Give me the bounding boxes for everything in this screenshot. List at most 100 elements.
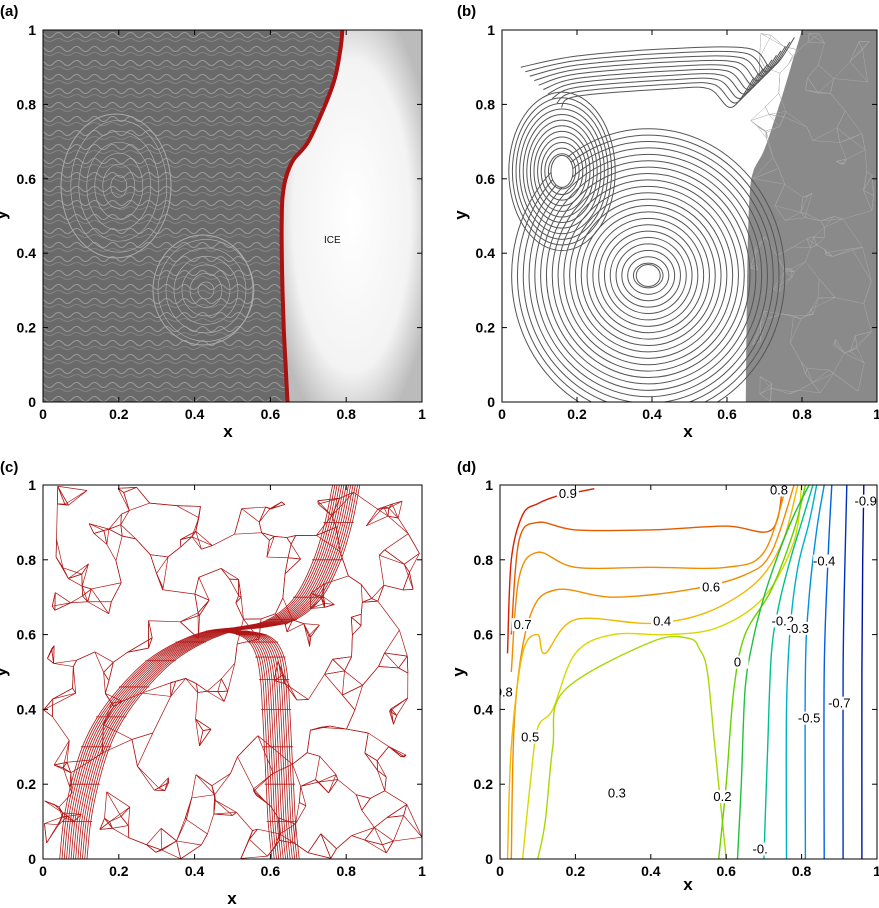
- panel-b-mesh-edge: [750, 114, 770, 121]
- panel-d-contour-label: -0.7: [828, 696, 850, 711]
- panel-c-mesh-edge: [137, 732, 154, 767]
- panel-b-mesh-edge: [812, 369, 830, 383]
- y-tick-label: 0: [485, 851, 493, 867]
- panel-c-mesh-edge: [53, 761, 68, 766]
- panel-c-mesh-edge: [128, 807, 131, 826]
- panel-c-mesh-edge: [104, 818, 113, 829]
- panel-a-flow-ring: [78, 130, 160, 242]
- panel-a-x-ticks: 0 0.2 0.4 0.6 0.8 1: [39, 30, 426, 422]
- y-tick-label: 1: [28, 22, 36, 38]
- panel-c-mesh-edge: [195, 719, 200, 746]
- panel-b-solid-mesh: [750, 33, 874, 402]
- panel-c-refined-mesh-line: [225, 630, 280, 859]
- panel-c-mesh-edge: [137, 766, 155, 791]
- panel-c-mesh-edge: [76, 651, 96, 661]
- panel-d-contour-line: [804, 485, 825, 859]
- panel-b-mesh-edge: [757, 125, 767, 139]
- panel-c-mesh-edge: [51, 648, 54, 664]
- panel-c-mesh-edge: [121, 510, 130, 515]
- panel-c-mesh-edge: [131, 739, 138, 767]
- panel-c-mesh-edge: [70, 595, 83, 604]
- panel-c-mesh-edge: [284, 624, 288, 632]
- panel-c-mesh-edge: [43, 692, 76, 711]
- panel-d: (d) 0.9 0.8-0.90.70.60.4-0.4-0.2-0.30.800…: [449, 459, 879, 894]
- x-tick-label: 0.2: [109, 406, 129, 422]
- panel-a-flow-ring: [173, 256, 239, 325]
- panel-c-mesh-edge: [377, 507, 389, 510]
- panel-c-mesh-edge: [146, 844, 157, 853]
- panel-d-contour-line: [510, 485, 795, 859]
- panel-c-mesh-edge: [87, 588, 92, 602]
- panel-c-mesh-edge: [361, 798, 371, 811]
- panel-b-mesh-edge: [833, 344, 845, 354]
- panel-b-mesh-edge: [805, 213, 807, 218]
- y-tick-label: 0.2: [17, 320, 37, 336]
- panel-b-mesh-edge: [778, 270, 785, 292]
- panel-c-mesh-edge: [377, 585, 385, 602]
- panel-b-mesh-edge: [857, 362, 865, 392]
- x-tick-label: 0.8: [792, 863, 812, 879]
- panel-c-mesh-edge: [342, 684, 363, 696]
- panel-c-mesh-edge: [180, 536, 193, 540]
- panel-c-mesh-edge: [300, 779, 316, 787]
- panel-c-mesh-edge: [176, 505, 200, 518]
- panel-c-mesh-edge: [378, 666, 399, 669]
- panel-c-mesh-edge: [93, 528, 109, 534]
- panel-c-refined-mesh-line: [63, 485, 338, 859]
- panel-b-mesh-edge: [790, 268, 795, 272]
- panel-b-mesh-edge: [807, 193, 813, 197]
- panel-c-mesh-edge: [397, 501, 403, 519]
- panel-b-mesh-edge: [812, 127, 838, 141]
- panel-b-mesh-edge: [836, 161, 842, 165]
- y-tick-label: 0: [487, 394, 495, 410]
- panel-c-mesh-edge: [62, 740, 70, 768]
- panel-c-mesh-edge: [52, 602, 71, 607]
- panel-c-mesh-edge: [286, 537, 292, 545]
- panel-c-mesh-edge: [120, 816, 129, 826]
- panel-c-mesh-edge: [91, 588, 109, 614]
- panel-c-mesh-edge: [211, 785, 216, 801]
- panel-c-mesh-edge: [279, 833, 295, 844]
- panel-c-mesh-edge: [109, 816, 122, 823]
- panel-c-mesh-edge: [54, 804, 60, 808]
- panel-c-mesh-edge: [154, 787, 159, 791]
- panel-b-mesh-edge: [871, 195, 874, 211]
- panel-c-mesh-edge: [307, 833, 322, 853]
- panel-b-mesh-edge: [753, 168, 779, 179]
- panel-c-mesh-edge: [374, 827, 394, 842]
- panel-c-mesh-edge: [44, 816, 63, 824]
- panel-d-contour-label-bg: [651, 614, 674, 628]
- panel-b-mesh-edge: [836, 110, 846, 128]
- panel-c-mesh-edge: [199, 730, 204, 746]
- panel-b-mesh-edge: [766, 138, 774, 158]
- panel-c-mesh-edge: [383, 506, 389, 517]
- panel-d-contour-label-bg: [798, 711, 821, 725]
- panel-b-mesh-edge: [844, 352, 865, 364]
- panel-c-mesh-edge: [258, 522, 262, 533]
- panel-d-contour-line: [510, 485, 784, 635]
- panel-c-mesh-edge: [237, 756, 254, 789]
- panel-b-mesh-edge: [776, 246, 794, 256]
- panel-c-mesh-edge: [393, 715, 398, 725]
- panel-c-label: (c): [0, 459, 18, 476]
- panel-c-refined-mesh-line: [218, 630, 273, 859]
- panel-c-mesh-edge: [108, 662, 114, 681]
- panel-c-mesh-edge: [364, 839, 387, 854]
- panel-c-refined-mesh-line: [86, 485, 361, 859]
- panel-c-refined-mesh-line: [227, 630, 282, 859]
- panel-b-mesh-edge: [817, 279, 820, 299]
- panel-c-mesh-edge: [221, 662, 236, 680]
- panel-c-mesh-edge: [91, 582, 122, 590]
- y-tick-label: 0.8: [17, 552, 37, 568]
- panel-b-streamline: [533, 130, 591, 212]
- panel-b-mesh-edge: [783, 313, 794, 317]
- panel-c-mesh-edge: [52, 687, 73, 700]
- panel-c-mesh-edge: [232, 812, 237, 816]
- panel-b-mesh-edge: [836, 161, 845, 165]
- panel-b-mesh-edge: [755, 264, 758, 270]
- panel-b-mesh-edge: [766, 126, 780, 133]
- x-tick-label: 1: [873, 863, 879, 879]
- panel-c-refined-mesh: [58, 485, 362, 859]
- panel-b-mesh-edge: [836, 127, 851, 139]
- panel-c-mesh-edge: [150, 554, 157, 574]
